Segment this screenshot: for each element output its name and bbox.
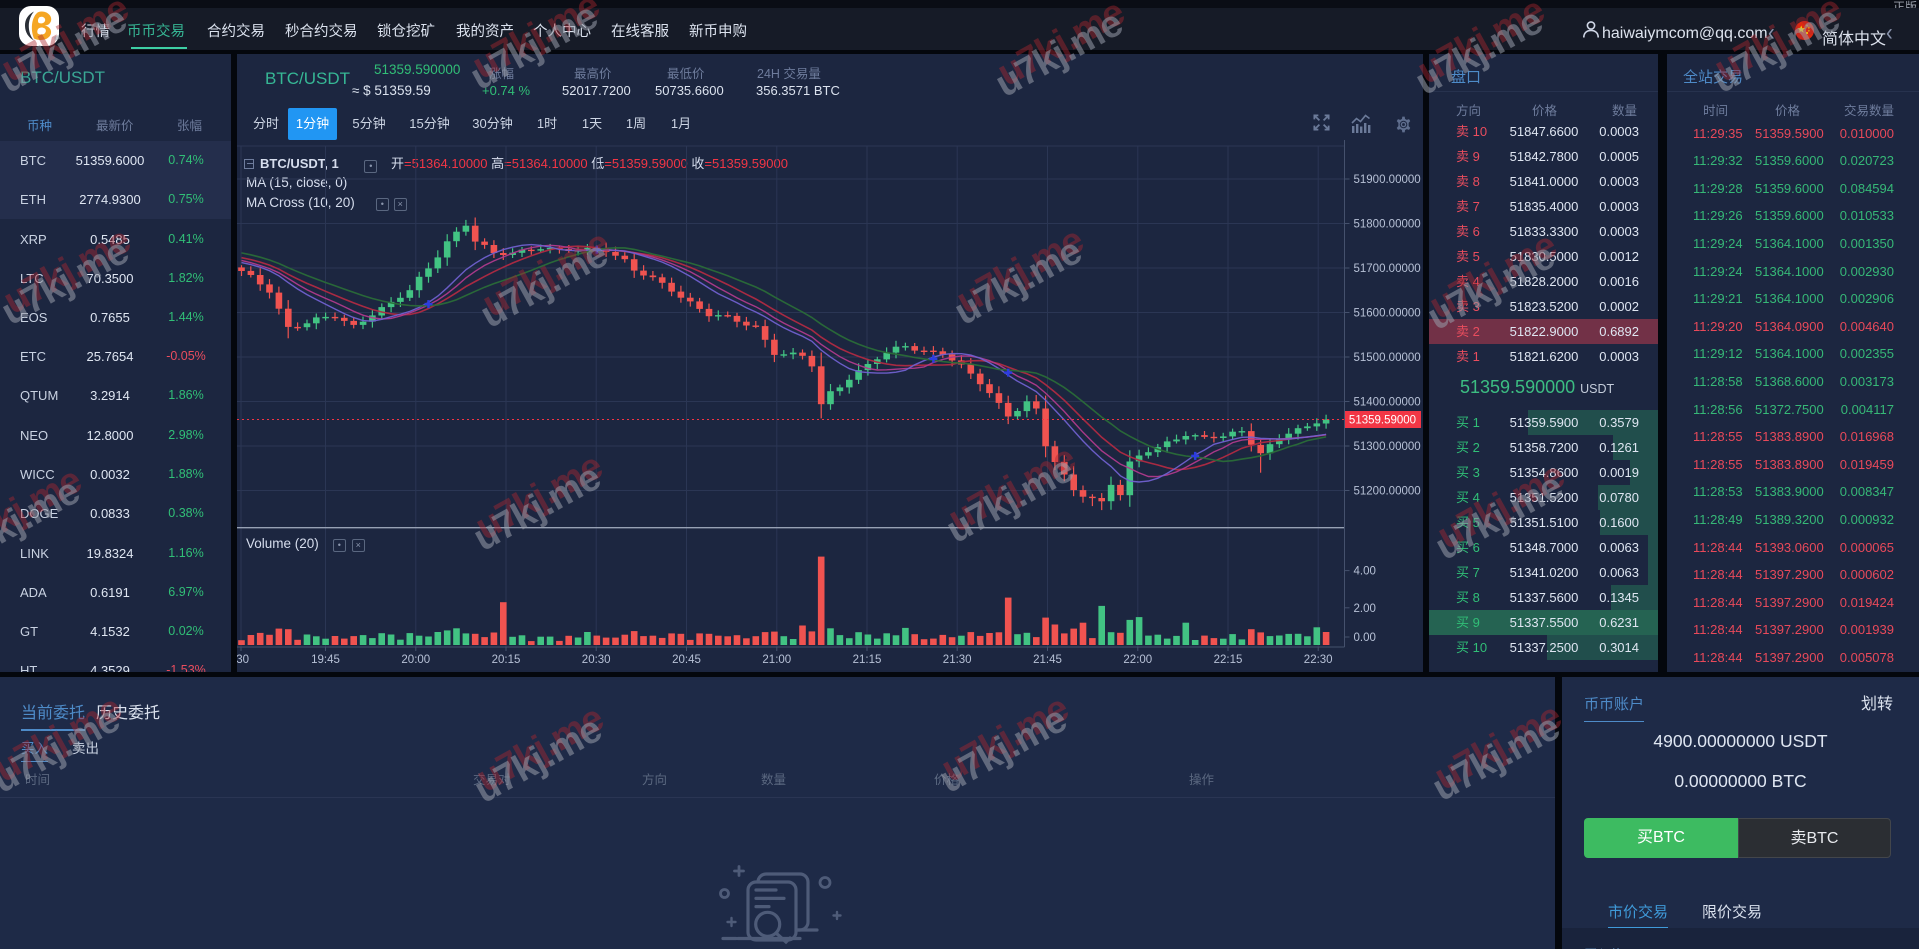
- svg-text:51800.00000: 51800.00000: [1354, 219, 1421, 231]
- svg-text:20:45: 20:45: [672, 654, 701, 666]
- svg-text:4.00: 4.00: [1354, 566, 1376, 578]
- svg-text:51900.00000: 51900.00000: [1354, 174, 1421, 186]
- svg-text:51359.59000: 51359.59000: [1349, 415, 1416, 427]
- svg-text:0.00: 0.00: [1354, 632, 1376, 644]
- svg-text:51300.00000: 51300.00000: [1354, 441, 1421, 453]
- svg-text:21:15: 21:15: [853, 654, 882, 666]
- svg-text:22:15: 22:15: [1214, 654, 1243, 666]
- svg-text:51700.00000: 51700.00000: [1354, 263, 1421, 275]
- svg-text:51600.00000: 51600.00000: [1354, 308, 1421, 320]
- svg-text:22:00: 22:00: [1123, 654, 1152, 666]
- svg-text:20:15: 20:15: [492, 654, 521, 666]
- svg-text:22:30: 22:30: [1304, 654, 1333, 666]
- svg-text:20:30: 20:30: [582, 654, 611, 666]
- svg-text:21:00: 21:00: [762, 654, 791, 666]
- svg-text:21:30: 21:30: [943, 654, 972, 666]
- svg-text:19:45: 19:45: [311, 654, 340, 666]
- svg-text:20:00: 20:00: [401, 654, 430, 666]
- svg-text:51200.00000: 51200.00000: [1354, 486, 1421, 498]
- svg-text:51500.00000: 51500.00000: [1354, 352, 1421, 364]
- svg-text:21:45: 21:45: [1033, 654, 1062, 666]
- svg-text:2.00: 2.00: [1354, 603, 1376, 615]
- svg-text:51400.00000: 51400.00000: [1354, 397, 1421, 409]
- svg-text::30: :30: [237, 654, 249, 666]
